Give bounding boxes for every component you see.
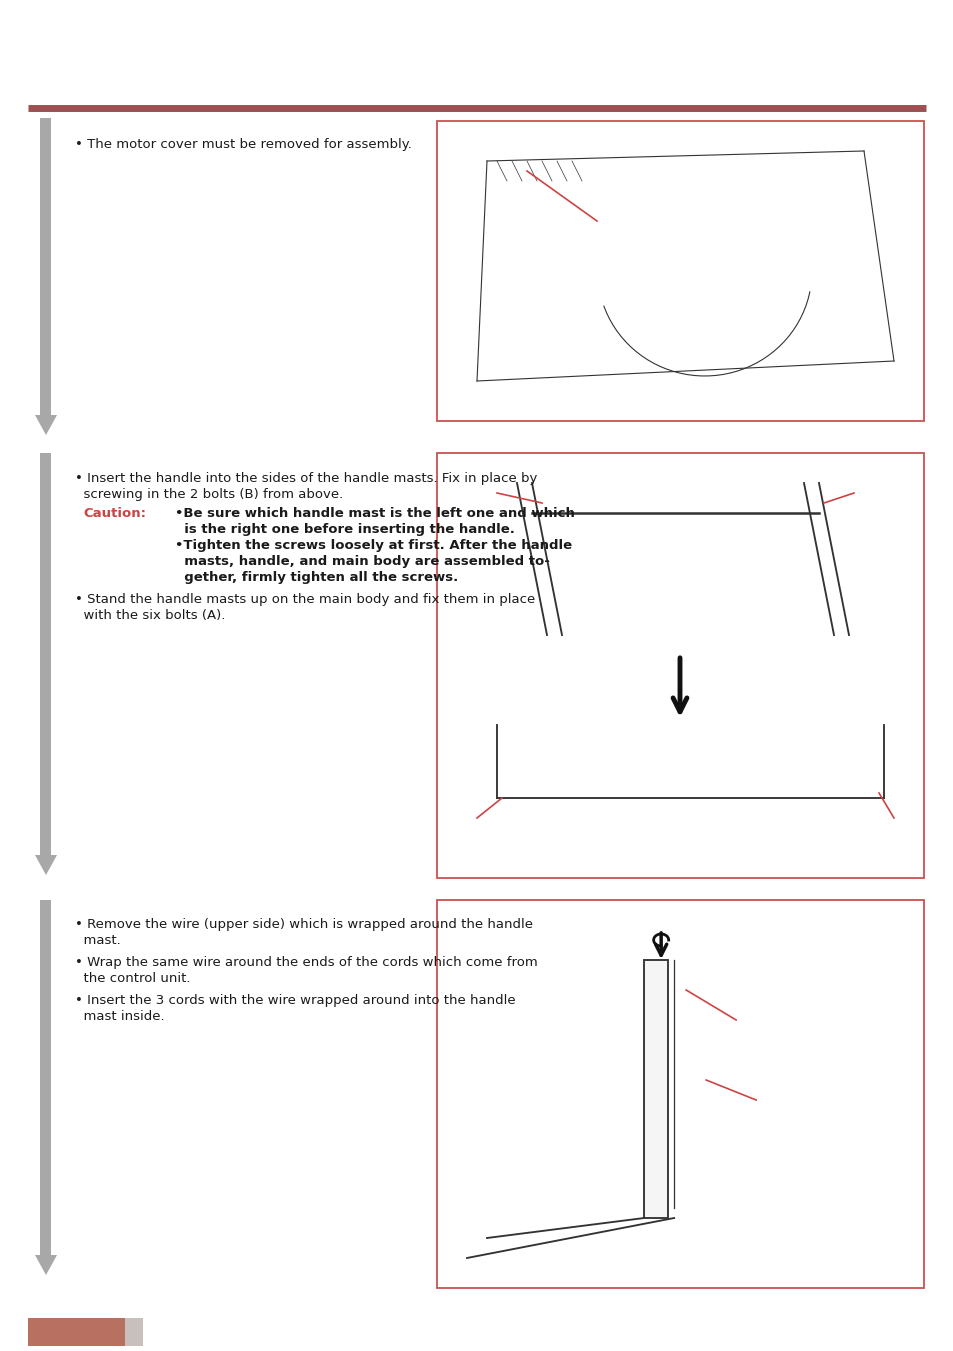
- Bar: [125, 1319, 143, 1346]
- Text: • Insert the 3 cords with the wire wrapped around into the handle: • Insert the 3 cords with the wire wrapp…: [75, 994, 515, 1006]
- Text: • Remove the wire (upper side) which is wrapped around the handle: • Remove the wire (upper side) which is …: [75, 917, 533, 931]
- Bar: [40, 118, 51, 415]
- Text: masts, handle, and main body are assembled to-: masts, handle, and main body are assembl…: [174, 555, 549, 567]
- Text: the control unit.: the control unit.: [75, 971, 191, 985]
- Bar: [436, 122, 923, 422]
- Text: • Wrap the same wire around the ends of the cords which come from: • Wrap the same wire around the ends of …: [75, 957, 537, 969]
- Text: mast.: mast.: [75, 934, 121, 947]
- Text: gether, firmly tighten all the screws.: gether, firmly tighten all the screws.: [174, 571, 457, 584]
- Text: is the right one before inserting the handle.: is the right one before inserting the ha…: [174, 523, 515, 536]
- Polygon shape: [35, 1255, 57, 1275]
- Bar: [436, 453, 923, 878]
- Text: screwing in the 2 bolts (B) from above.: screwing in the 2 bolts (B) from above.: [75, 488, 343, 501]
- Text: •Tighten the screws loosely at first. After the handle: •Tighten the screws loosely at first. Af…: [174, 539, 572, 553]
- Text: • The motor cover must be removed for assembly.: • The motor cover must be removed for as…: [75, 138, 412, 151]
- Bar: [40, 453, 51, 855]
- Text: with the six bolts (A).: with the six bolts (A).: [75, 609, 225, 621]
- Bar: [643, 961, 667, 1219]
- Text: mast inside.: mast inside.: [75, 1011, 165, 1023]
- Text: • Stand the handle masts up on the main body and fix them in place: • Stand the handle masts up on the main …: [75, 593, 535, 607]
- Bar: [40, 900, 51, 1255]
- Bar: [28, 1319, 125, 1346]
- Polygon shape: [35, 855, 57, 875]
- Text: •Be sure which handle mast is the left one and which: •Be sure which handle mast is the left o…: [174, 507, 575, 520]
- Text: Caution:: Caution:: [83, 507, 146, 520]
- Text: • Insert the handle into the sides of the handle masts. Fix in place by: • Insert the handle into the sides of th…: [75, 471, 537, 485]
- Bar: [436, 900, 923, 1288]
- Polygon shape: [35, 415, 57, 435]
